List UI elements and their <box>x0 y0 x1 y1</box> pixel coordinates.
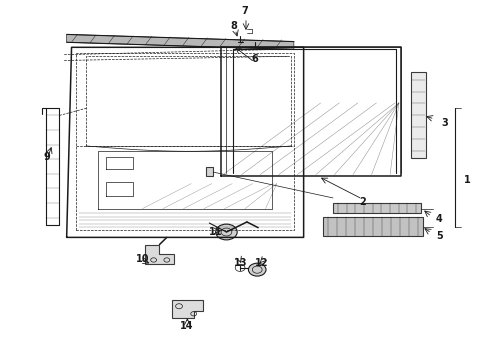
Text: 1: 1 <box>464 175 471 185</box>
Text: 12: 12 <box>255 258 269 268</box>
Text: 3: 3 <box>441 118 448 128</box>
Text: 5: 5 <box>436 231 443 240</box>
Circle shape <box>216 224 237 240</box>
Text: 2: 2 <box>359 197 366 207</box>
Text: 8: 8 <box>231 21 238 31</box>
Text: 4: 4 <box>436 215 443 224</box>
Polygon shape <box>145 244 174 264</box>
Text: 9: 9 <box>44 152 50 162</box>
Polygon shape <box>172 300 203 318</box>
Polygon shape <box>333 203 421 213</box>
Polygon shape <box>411 72 426 158</box>
Text: 7: 7 <box>242 6 248 17</box>
Text: 6: 6 <box>251 54 258 64</box>
Polygon shape <box>206 167 213 176</box>
Text: 11: 11 <box>209 227 222 237</box>
Text: 13: 13 <box>234 258 248 268</box>
Text: 10: 10 <box>136 254 149 264</box>
Polygon shape <box>67 35 294 49</box>
Text: 14: 14 <box>180 321 193 331</box>
Circle shape <box>248 263 266 276</box>
Polygon shape <box>323 217 423 235</box>
